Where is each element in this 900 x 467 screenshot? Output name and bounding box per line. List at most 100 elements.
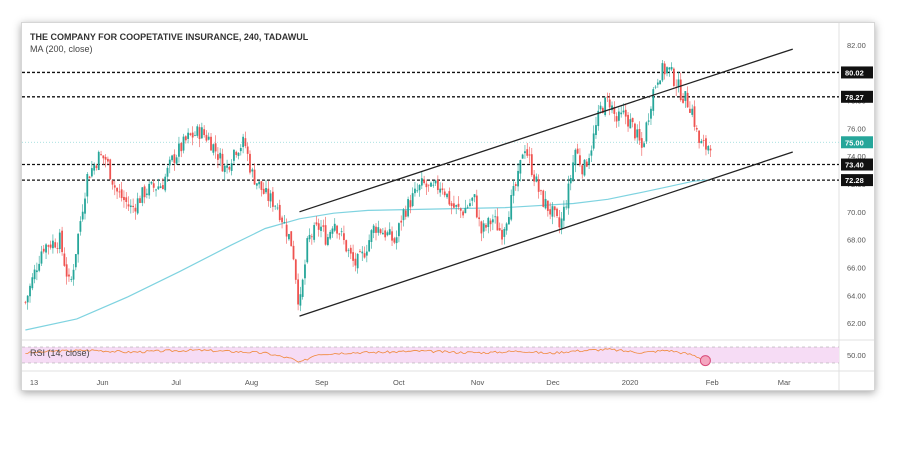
candle-body [398, 223, 400, 237]
candle-body [562, 206, 565, 221]
candle-body [52, 240, 54, 249]
candle-body [79, 221, 82, 232]
candle-body [666, 67, 668, 74]
candle-body [425, 183, 428, 188]
candle-body [379, 229, 382, 234]
candle-body [439, 188, 442, 193]
level-badge-label: 80.02 [845, 68, 864, 77]
candle-body [448, 191, 451, 205]
candle-body [595, 125, 597, 136]
candle-body [214, 143, 217, 152]
y-tick-label: 76.00 [847, 124, 866, 133]
candle-body [109, 159, 112, 180]
candle-body [134, 207, 137, 212]
candle-body [608, 99, 611, 108]
candle-body [407, 199, 409, 217]
candle-body [576, 148, 579, 154]
candle-body [356, 253, 359, 269]
x-tick-label: Sep [315, 378, 328, 387]
candle-body [528, 154, 531, 156]
candle-body [601, 107, 604, 114]
candle-body [152, 183, 155, 188]
candle-body [423, 179, 426, 184]
candle-body [453, 203, 455, 208]
candle-body [68, 274, 70, 277]
candle-body [31, 277, 34, 289]
candle-body [530, 154, 533, 175]
candle-body [281, 217, 283, 223]
candle-body [49, 244, 52, 248]
candle-body [216, 154, 219, 160]
candle-body [430, 182, 432, 187]
candle-body [168, 159, 171, 166]
candle-body [459, 208, 462, 211]
candle-body [365, 251, 368, 256]
candle-body [647, 120, 650, 122]
rsi-indicator-label[interactable]: RSI (14, close) [30, 348, 90, 358]
x-tick-label: Feb [706, 378, 719, 387]
candle-body [42, 248, 45, 252]
candle-body [123, 196, 125, 201]
candle-body [359, 251, 361, 253]
candle-body [489, 220, 492, 225]
candle-body [56, 248, 59, 249]
candle-body [288, 234, 290, 240]
candle-body [631, 117, 634, 123]
candle-body [331, 228, 334, 234]
candle-body [260, 181, 263, 190]
y-tick-label: 82.00 [847, 41, 866, 50]
candle-body [155, 189, 157, 191]
candle-body [652, 89, 655, 111]
candle-body [372, 225, 375, 233]
candle-body [136, 198, 139, 214]
candle-body [638, 128, 641, 141]
candle-body [283, 221, 286, 223]
candle-body [278, 204, 281, 221]
candle-body [299, 294, 302, 306]
level-badge-label: 72.28 [845, 176, 864, 185]
candle-body [606, 96, 609, 98]
candle-body [223, 165, 226, 173]
candle-body [620, 112, 623, 115]
candle-body [324, 225, 327, 245]
candle-body [386, 232, 389, 236]
candle-body [313, 225, 316, 240]
candle-body [579, 155, 581, 165]
y-tick-label: 74.00 [847, 152, 866, 161]
candle-body [267, 188, 270, 201]
candle-body [38, 263, 41, 271]
candle-body [198, 127, 201, 139]
ma-indicator-label[interactable]: MA (200, close) [30, 44, 93, 54]
y-tick-label: 64.00 [847, 291, 866, 300]
candle-body [58, 232, 61, 250]
candle-body [455, 205, 458, 207]
candle-body [466, 206, 469, 208]
candle-body [45, 244, 47, 253]
level-badge-label: 78.27 [845, 93, 864, 102]
candle-body [540, 190, 542, 192]
candle-body [159, 186, 162, 188]
candle-body [684, 91, 687, 101]
candle-body [61, 230, 63, 253]
candle-body [556, 208, 558, 217]
candle-body [682, 98, 684, 103]
candle-body [84, 198, 86, 214]
candle-body [63, 253, 66, 266]
candles [24, 60, 712, 312]
candle-body [686, 92, 689, 108]
candle-body [255, 183, 258, 186]
candle-body [416, 190, 419, 192]
candle-body [262, 188, 265, 194]
chart-canvas[interactable]: 82.0080.0078.0076.0074.0072.0070.0068.00… [22, 23, 874, 390]
candle-body [166, 167, 169, 177]
last-price-badge-label: 75.00 [845, 138, 864, 147]
candle-body [246, 146, 249, 154]
candle-body [473, 194, 476, 198]
candle-body [205, 134, 208, 141]
candle-body [180, 143, 183, 152]
candle-body [370, 230, 373, 242]
candle-body [306, 238, 309, 263]
candle-body [219, 152, 222, 159]
candle-body [592, 133, 595, 149]
candle-body [343, 233, 345, 241]
